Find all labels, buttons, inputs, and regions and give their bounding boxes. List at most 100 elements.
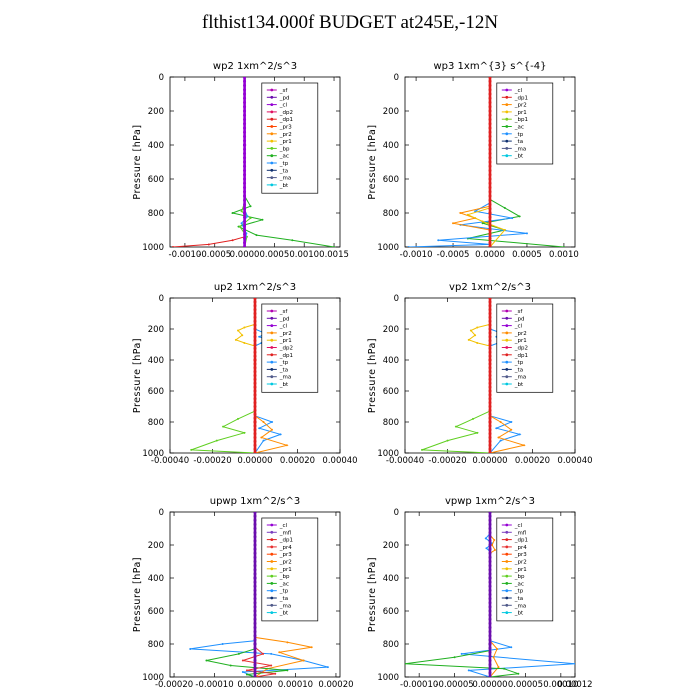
series-point — [243, 105, 247, 109]
series-point — [231, 212, 234, 214]
series-point — [488, 659, 492, 662]
series-point — [488, 408, 492, 412]
plot-frame — [169, 76, 341, 248]
legend-label: _bp — [279, 574, 290, 580]
series-point — [455, 425, 457, 428]
series-point — [253, 626, 257, 629]
series-point — [253, 551, 257, 555]
series-point — [249, 205, 252, 208]
y-tick-label: 800 — [383, 640, 399, 650]
y-tick-label: 600 — [383, 607, 399, 617]
series-point — [499, 421, 502, 423]
chart-vpwp: vpwp 1xm^2/s^3 Pressure [hPa] 0 200 400 600 80… — [367, 496, 593, 690]
series-point — [488, 522, 492, 526]
series-point — [243, 118, 247, 121]
series-point — [517, 672, 520, 675]
series-point — [253, 522, 257, 526]
series-point — [253, 327, 257, 331]
legend-marker — [505, 611, 509, 614]
series-point — [488, 432, 492, 436]
series-point — [253, 646, 257, 650]
legend-label: _pr3 — [514, 552, 528, 558]
series-point — [488, 298, 492, 300]
series-point — [488, 96, 492, 100]
series-point — [253, 374, 257, 377]
series-point — [488, 215, 492, 219]
series-point — [488, 224, 492, 228]
series-point — [253, 323, 257, 327]
series-group — [405, 512, 575, 677]
series-point — [488, 370, 492, 374]
legend-marker — [270, 154, 274, 158]
series-point — [243, 109, 247, 113]
series-point — [493, 548, 496, 551]
series-point — [245, 673, 248, 676]
series-point — [234, 338, 237, 341]
series-point — [518, 433, 521, 436]
series-point — [497, 436, 500, 439]
y-tick-label: 800 — [383, 209, 399, 219]
series-point — [488, 228, 492, 232]
series-point — [488, 130, 492, 134]
y-axis-label: Pressure [hPa] — [132, 557, 143, 632]
series-point — [243, 169, 247, 172]
series-point — [488, 397, 492, 401]
series-point — [243, 101, 247, 104]
y-tick-label: 0 — [159, 294, 164, 304]
series-point — [474, 334, 477, 337]
x-tick-label: 0.00020 — [515, 456, 550, 466]
x-tick-label: 0.0010 — [549, 250, 579, 260]
series-point — [488, 671, 492, 675]
series-point — [523, 444, 525, 447]
legend-marker — [270, 88, 274, 92]
series-point — [253, 512, 257, 514]
legend-marker — [505, 316, 509, 320]
y-tick-label: 600 — [148, 175, 164, 185]
series-point — [488, 207, 492, 211]
series-point — [503, 229, 506, 231]
legend-label: _pr1 — [514, 567, 527, 573]
series-point — [243, 84, 247, 87]
y-tick-label: 1000 — [377, 449, 399, 459]
series-point — [481, 222, 484, 225]
series-point — [488, 350, 492, 354]
series-point — [215, 439, 218, 442]
series-point — [467, 669, 470, 672]
series-point — [488, 447, 492, 451]
series-point — [249, 217, 252, 220]
series-point — [511, 217, 514, 220]
x-tick-label: -0.00040 — [151, 456, 189, 466]
series-point — [253, 405, 257, 408]
legend-label: _dp2 — [279, 110, 293, 116]
x-tick-label: 0.00000 — [237, 680, 272, 690]
series-point — [243, 186, 247, 189]
series-point — [485, 547, 488, 550]
x-tick-label: 0.0000 — [475, 250, 505, 260]
legend-marker — [270, 552, 274, 556]
series-point — [253, 377, 257, 381]
series-point — [488, 366, 492, 370]
legend-label: _tp — [514, 589, 524, 595]
series-point — [253, 308, 257, 312]
x-tick-label: 0.00012 — [557, 680, 592, 690]
series-point — [270, 664, 273, 667]
series-point — [270, 652, 273, 655]
series-point — [488, 105, 492, 109]
series-point — [253, 621, 257, 625]
x-tick-label: 0.00000 — [472, 456, 507, 466]
series-point — [237, 417, 239, 420]
series-point — [253, 346, 257, 350]
series-point — [488, 245, 492, 247]
y-tick-label: 600 — [383, 387, 399, 397]
series-point — [488, 547, 492, 551]
series-point — [253, 420, 257, 424]
y-tick-label: 200 — [383, 325, 399, 335]
series-group — [407, 77, 565, 247]
x-tick-label: -0.00010 — [400, 680, 438, 690]
y-tick-label: 1000 — [142, 243, 164, 253]
legend-marker — [505, 574, 509, 578]
series-point — [488, 169, 492, 172]
series-point — [488, 315, 492, 319]
x-tick-label: 0.00040 — [322, 456, 357, 466]
series-point — [237, 329, 239, 332]
